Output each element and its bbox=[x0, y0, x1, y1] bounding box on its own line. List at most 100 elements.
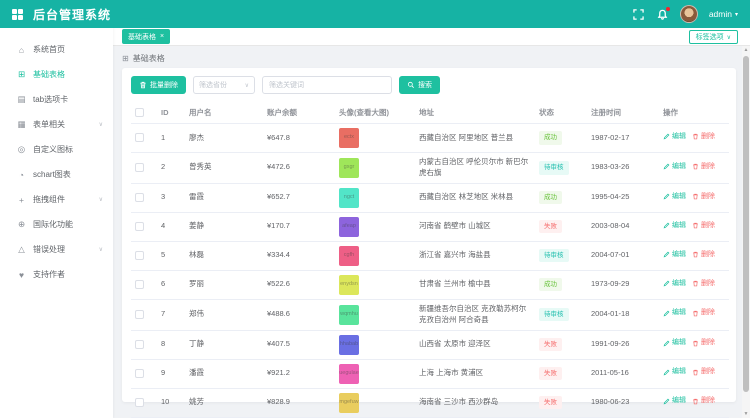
edit-button[interactable]: 编辑 bbox=[663, 279, 686, 289]
delete-button[interactable]: 删除 bbox=[692, 338, 715, 348]
cell-address: 浙江省 嘉兴市 海盐县 bbox=[415, 241, 535, 271]
user-avatar-thumb[interactable]: ectx bbox=[339, 128, 359, 148]
row-checkbox[interactable] bbox=[135, 279, 144, 289]
user-avatar-thumb[interactable]: hhabab bbox=[339, 334, 359, 355]
edit-button[interactable]: 编辑 bbox=[663, 396, 686, 406]
cell-address: 河南省 鹤壁市 山城区 bbox=[415, 212, 535, 242]
edit-button[interactable]: 编辑 bbox=[663, 221, 686, 231]
sidebar-item-系统首页[interactable]: ⌂ 系统首页 bbox=[0, 37, 113, 62]
province-select[interactable]: 筛选省份 ∨ bbox=[193, 76, 255, 94]
cell-username: 罗丽 bbox=[185, 270, 263, 300]
edit-button[interactable]: 编辑 bbox=[663, 367, 686, 377]
edit-button[interactable]: 编辑 bbox=[663, 132, 686, 142]
delete-button[interactable]: 删除 bbox=[692, 396, 715, 406]
user-avatar-thumb[interactable]: afeap bbox=[339, 216, 359, 237]
user-menu[interactable]: admin ▾ bbox=[709, 9, 738, 19]
cell-username: 丁静 bbox=[185, 330, 263, 360]
delete-button[interactable]: 删除 bbox=[692, 162, 715, 172]
chevron-down-icon: ∨ bbox=[726, 34, 731, 41]
sidebar-item-拖拽组件[interactable]: + 拖拽组件 ∨ bbox=[0, 187, 113, 212]
sidebar-item-tab选项卡[interactable]: ▤ tab选项卡 bbox=[0, 87, 113, 112]
delete-button[interactable]: 删除 bbox=[692, 308, 715, 318]
delete-icon bbox=[693, 310, 698, 317]
select-all-checkbox[interactable] bbox=[135, 108, 144, 118]
scroll-up-icon[interactable]: ▲ bbox=[743, 47, 749, 53]
sidebar-item-自定义图标[interactable]: ◎ 自定义图标 bbox=[0, 137, 113, 162]
scrollbar-thumb[interactable] bbox=[743, 56, 749, 392]
tab-basic-table[interactable]: 基础表格 × bbox=[122, 29, 171, 44]
search-button[interactable]: 搜索 bbox=[399, 76, 440, 94]
delete-button[interactable]: 删除 bbox=[692, 132, 715, 142]
user-avatar-thumb[interactable]: uegulae bbox=[339, 363, 359, 384]
status-badge: 待审核 bbox=[539, 249, 569, 263]
delete-button[interactable]: 删除 bbox=[692, 221, 715, 231]
page-title: 基础表格 bbox=[132, 54, 165, 63]
cell-reg-date: 1995-04-25 bbox=[587, 183, 659, 213]
cell-reg-date: 1987-02-17 bbox=[587, 123, 659, 153]
edit-button[interactable]: 编辑 bbox=[663, 192, 686, 202]
user-avatar-thumb[interactable]: ngct bbox=[339, 187, 359, 208]
user-name-label: admin bbox=[708, 9, 732, 19]
row-checkbox[interactable] bbox=[135, 397, 144, 407]
sidebar-item-国际化功能[interactable]: ⊕ 国际化功能 bbox=[0, 212, 113, 237]
sidebar-item-支持作者[interactable]: ♥ 支持作者 bbox=[0, 262, 113, 287]
sidebar-collapse-icon[interactable] bbox=[12, 8, 23, 20]
search-icon bbox=[407, 81, 414, 88]
sidebar-item-schart图表[interactable]: ◔ schart图表 bbox=[0, 162, 113, 187]
sidebar-item-错误处理[interactable]: △ 错误处理 ∨ bbox=[0, 237, 113, 262]
user-avatar-thumb[interactable]: gxgr bbox=[339, 157, 359, 178]
sidebar-item-表单相关[interactable]: ▦ 表单相关 ∨ bbox=[0, 112, 113, 137]
sidebar-item-label: 支持作者 bbox=[33, 270, 65, 279]
scroll-down-icon[interactable]: ▼ bbox=[743, 411, 749, 417]
row-checkbox[interactable] bbox=[135, 309, 144, 319]
sidebar-item-label: 拖拽组件 bbox=[33, 195, 65, 204]
user-avatar[interactable] bbox=[679, 5, 698, 23]
delete-button[interactable]: 删除 bbox=[692, 192, 715, 202]
row-checkbox[interactable] bbox=[135, 368, 144, 378]
custom-icon: ◎ bbox=[17, 144, 26, 154]
delete-button[interactable]: 删除 bbox=[692, 250, 715, 260]
edit-button[interactable]: 编辑 bbox=[663, 308, 686, 318]
status-badge: 待审核 bbox=[539, 161, 569, 175]
cell-balance: ¥170.7 bbox=[263, 212, 335, 242]
notification-bell-icon[interactable] bbox=[656, 6, 670, 21]
cell-balance: ¥647.8 bbox=[263, 123, 335, 153]
sidebar-item-基础表格[interactable]: ⊞ 基础表格 bbox=[0, 62, 113, 87]
tag-options-button[interactable]: 标签选项 ∨ bbox=[688, 30, 738, 44]
column-header-ID: ID bbox=[157, 102, 185, 124]
row-checkbox[interactable] bbox=[135, 162, 144, 172]
edit-icon bbox=[663, 251, 670, 258]
vertical-scrollbar[interactable]: ▲ ▼ bbox=[742, 46, 750, 418]
cell-username: 林磊 bbox=[185, 241, 263, 271]
sidebar-menu: ⌂ 系统首页 ⊞ 基础表格 ▤ tab选项卡 ▦ 表单相关 ∨ ◎ 自定义图标 ◔ schart图表 + 拖… bbox=[0, 28, 113, 418]
cell-id: 4 bbox=[157, 212, 185, 242]
delete-button[interactable]: 删除 bbox=[692, 279, 715, 289]
sidebar-item-label: 国际化功能 bbox=[33, 220, 73, 229]
edit-button[interactable]: 编辑 bbox=[663, 338, 686, 348]
cell-username: 雷霞 bbox=[185, 183, 263, 213]
row-checkbox[interactable] bbox=[135, 339, 144, 349]
cell-username: 姜静 bbox=[185, 212, 263, 242]
cell-balance: ¥652.7 bbox=[263, 183, 335, 213]
delete-button[interactable]: 删除 bbox=[692, 367, 715, 377]
row-checkbox[interactable] bbox=[135, 250, 144, 260]
chart-icon: ◔ bbox=[18, 169, 25, 180]
close-icon[interactable]: × bbox=[160, 33, 165, 40]
delete-label: 删除 bbox=[701, 250, 715, 258]
delete-label: 删除 bbox=[701, 309, 715, 317]
row-checkbox[interactable] bbox=[135, 133, 144, 143]
edit-button[interactable]: 编辑 bbox=[663, 250, 686, 260]
edit-button[interactable]: 编辑 bbox=[663, 162, 686, 172]
keyword-input[interactable] bbox=[262, 76, 392, 94]
row-checkbox[interactable] bbox=[135, 192, 144, 202]
user-avatar-thumb[interactable]: wqmhu bbox=[339, 304, 359, 325]
cell-id: 2 bbox=[157, 152, 185, 184]
user-avatar-thumb[interactable]: cgfh bbox=[339, 245, 359, 266]
row-checkbox[interactable] bbox=[135, 221, 144, 231]
fullscreen-icon[interactable] bbox=[632, 8, 645, 21]
batch-delete-button[interactable]: 批量删除 bbox=[131, 76, 186, 94]
user-avatar-thumb[interactable]: mgefuw bbox=[339, 392, 359, 413]
user-avatar-thumb[interactable]: enydsn bbox=[339, 274, 359, 295]
cell-balance: ¥522.6 bbox=[263, 270, 335, 300]
cell-reg-date: 1991-09-26 bbox=[587, 330, 659, 360]
